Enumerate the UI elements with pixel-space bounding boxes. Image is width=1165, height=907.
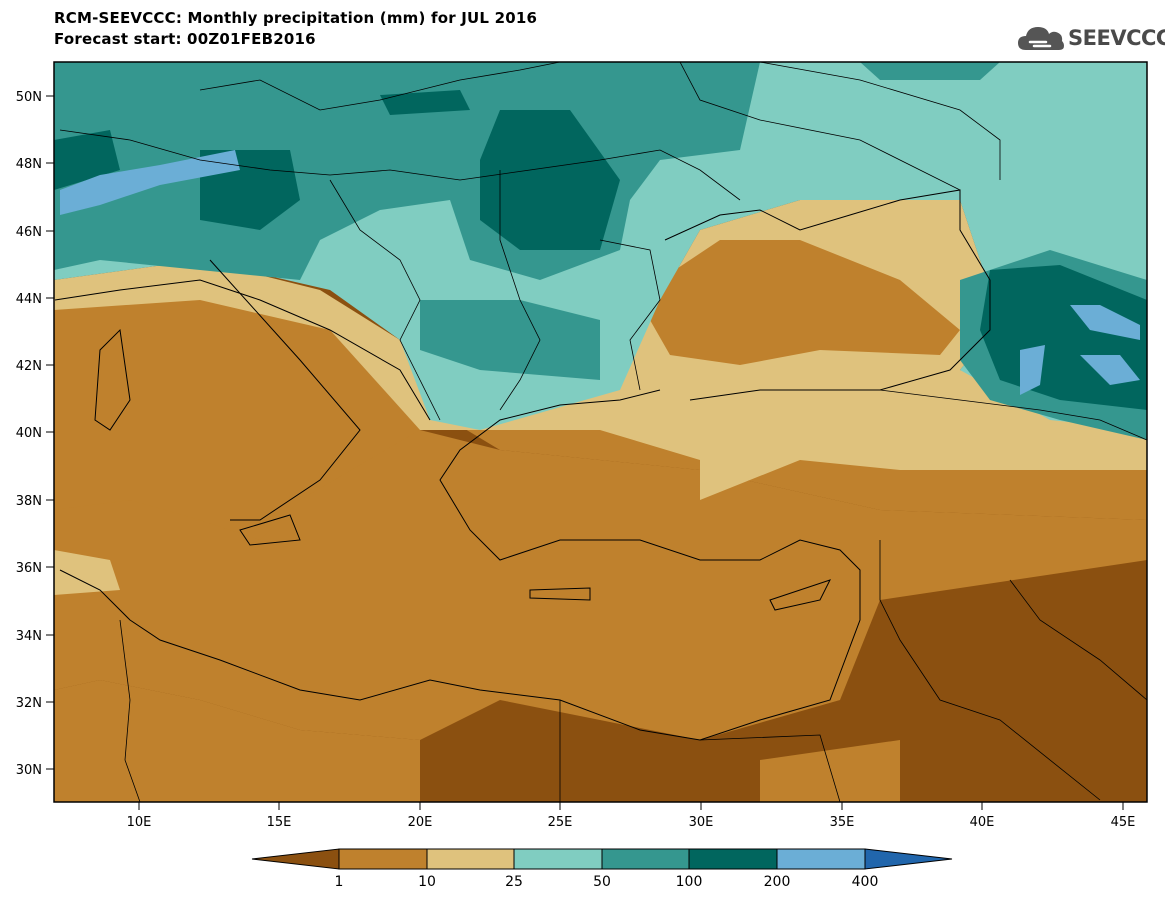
colorbar — [251, 848, 953, 870]
lat-label: 36N — [16, 561, 42, 576]
lat-label: 30N — [16, 763, 42, 778]
lat-label: 34N — [16, 629, 42, 644]
colorbar-label: 50 — [593, 874, 611, 890]
colorbar-segment — [513, 848, 603, 870]
lon-label: 25E — [548, 815, 573, 830]
lon-label: 40E — [970, 815, 995, 830]
colorbar-label: 25 — [505, 874, 523, 890]
lat-label: 42N — [16, 359, 42, 374]
cloud-icon — [1018, 27, 1064, 50]
colorbar-label: 400 — [851, 874, 879, 890]
colorbar-label: 10 — [418, 874, 436, 890]
colorbar-label: 1 — [334, 874, 344, 890]
title-line-1: RCM-SEEVCCC: Monthly precipitation (mm) … — [54, 9, 538, 27]
title-line-2: Forecast start: 00Z01FEB2016 — [54, 30, 316, 48]
lon-label: 30E — [689, 815, 714, 830]
country-borders — [59, 62, 1147, 802]
colorbar-label: 100 — [675, 874, 703, 890]
lat-label: 48N — [16, 157, 42, 172]
colorbar-low-arrow — [251, 848, 340, 870]
lat-label: 50N — [16, 90, 42, 105]
lon-label: 35E — [830, 815, 855, 830]
colorbar-segment — [688, 848, 778, 870]
lon-label: 15E — [267, 815, 292, 830]
latitude-axis: 50N 48N 46N 44N 42N 40N 38N 36N 34N 32N … — [16, 90, 54, 778]
lon-label: 10E — [127, 815, 152, 830]
colorbar-segment — [601, 848, 690, 870]
lat-label: 40N — [16, 426, 42, 441]
colorbar-label: 200 — [763, 874, 791, 890]
logo-text: SEEVCCC — [1068, 26, 1165, 50]
lat-label: 44N — [16, 292, 42, 307]
longitude-axis: 10E 15E 20E 25E 30E 35E 40E 45E — [127, 802, 1136, 830]
colorbar-segment — [776, 848, 866, 870]
lon-label: 20E — [408, 815, 433, 830]
lon-label: 45E — [1111, 815, 1136, 830]
lat-label: 38N — [16, 494, 42, 509]
lat-label: 32N — [16, 696, 42, 711]
coastlines — [54, 189, 991, 741]
colorbar-segment — [338, 848, 428, 870]
colorbar-segment — [426, 848, 515, 870]
seevccc-logo: SEEVCCC — [1016, 22, 1165, 56]
colorbar-high-arrow — [864, 848, 953, 870]
lat-label: 46N — [16, 225, 42, 240]
precipitation-field — [54, 62, 1147, 802]
